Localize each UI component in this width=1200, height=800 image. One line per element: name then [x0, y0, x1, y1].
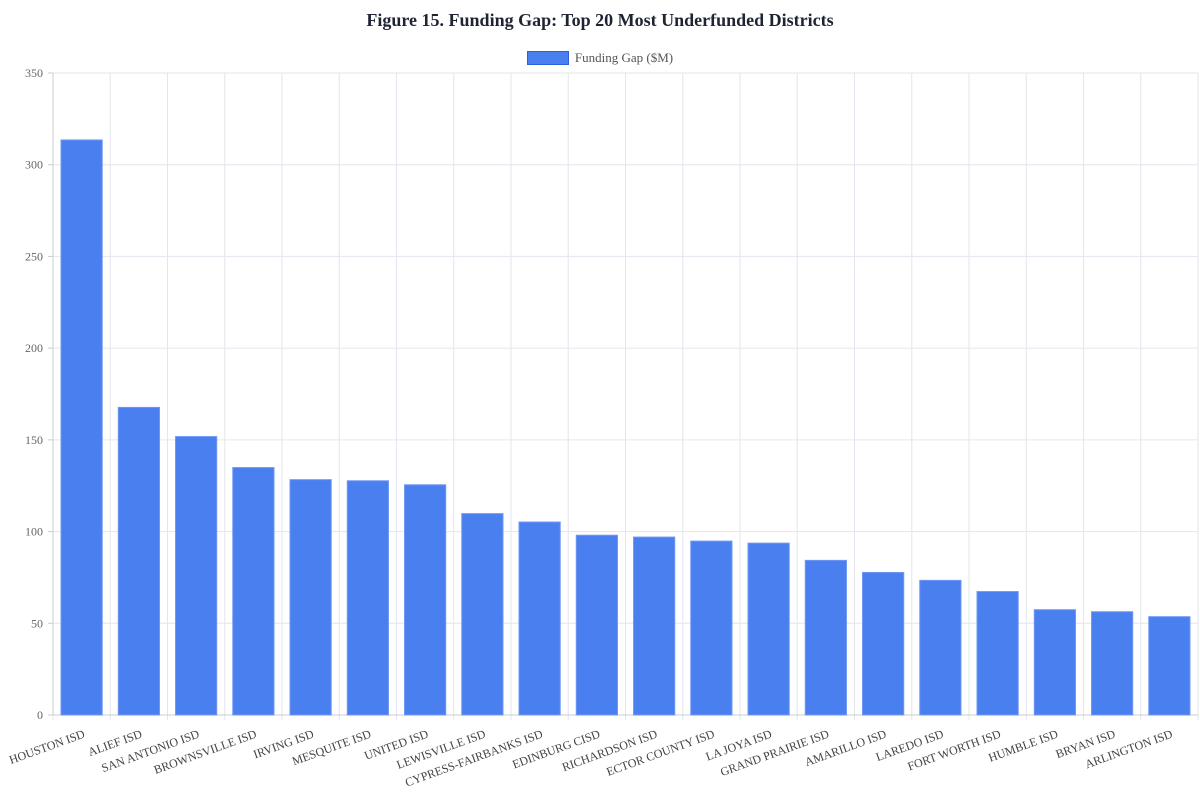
bar[interactable] [747, 542, 790, 716]
bar[interactable] [633, 536, 676, 716]
bar[interactable] [919, 579, 962, 716]
bar[interactable] [690, 540, 733, 716]
legend-swatch [526, 51, 569, 65]
chart-title: Figure 15. Funding Gap: Top 20 Most Unde… [366, 10, 834, 30]
y-tick-label: 50 [31, 616, 43, 630]
y-tick-label: 350 [25, 66, 43, 80]
bar[interactable] [518, 521, 561, 716]
y-tick-label: 200 [25, 341, 43, 355]
x-tick-label: HOUSTON ISD [7, 727, 87, 767]
bar[interactable] [575, 534, 618, 716]
bar[interactable] [232, 467, 275, 716]
bar[interactable] [862, 571, 905, 716]
y-tick-label: 0 [37, 708, 43, 722]
bar[interactable] [1033, 609, 1076, 716]
bar[interactable] [175, 436, 218, 716]
y-tick-label: 300 [25, 158, 43, 172]
bar[interactable] [117, 406, 160, 716]
bar[interactable] [461, 513, 504, 716]
y-tick-label: 250 [25, 249, 43, 263]
bar[interactable] [1091, 611, 1134, 716]
bar[interactable] [404, 484, 447, 716]
bar[interactable] [60, 139, 103, 716]
y-tick-label: 100 [25, 525, 43, 539]
legend[interactable]: Funding Gap ($M) [0, 50, 1200, 66]
bar[interactable] [289, 479, 332, 716]
y-tick-label: 150 [25, 433, 43, 447]
bar[interactable] [976, 591, 1019, 716]
bar[interactable] [804, 559, 847, 716]
legend-label: Funding Gap ($M) [574, 50, 674, 65]
bar[interactable] [1148, 616, 1191, 716]
bar[interactable] [346, 480, 389, 716]
